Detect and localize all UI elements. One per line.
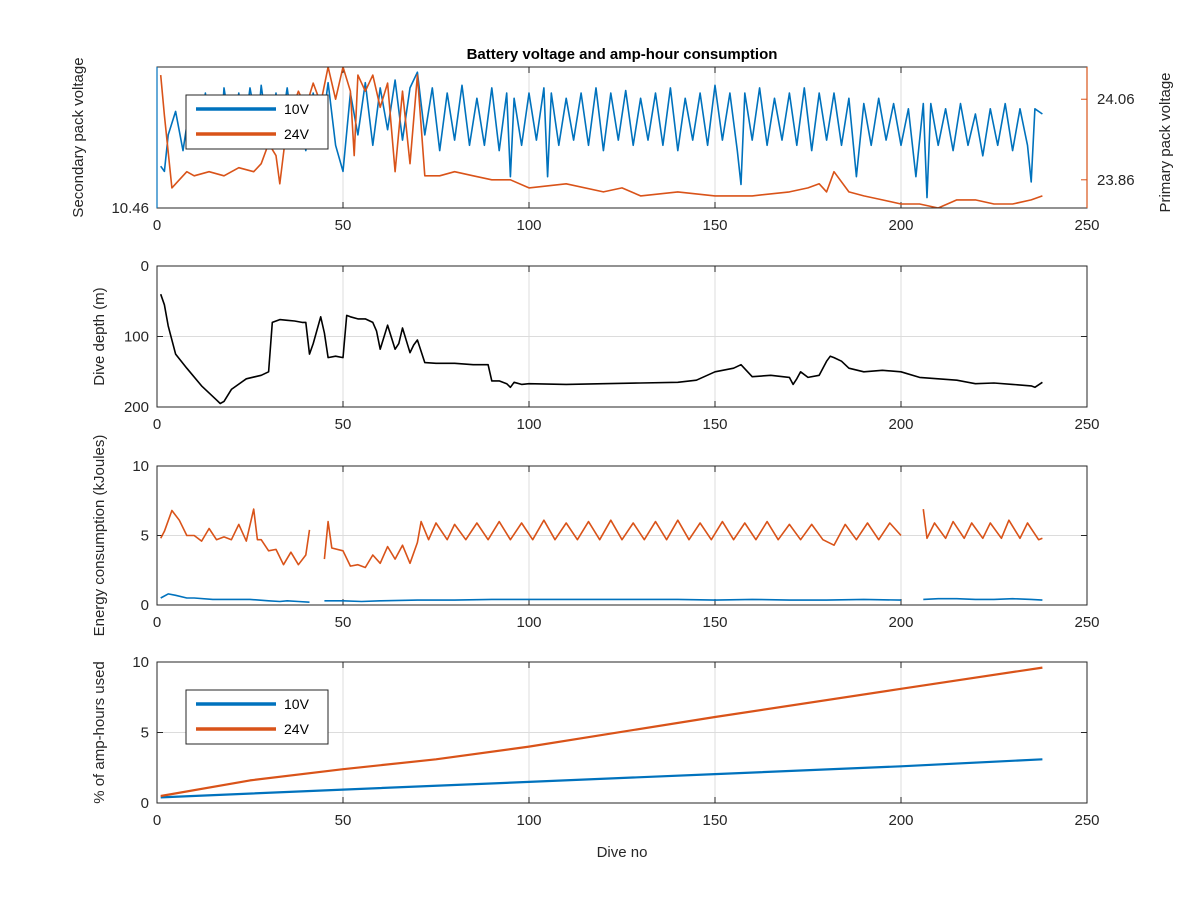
y-tick-label: 0 [141, 795, 149, 812]
y-axis-label: Dive depth (m) [91, 287, 108, 385]
x-tick-label: 0 [153, 416, 161, 433]
axes-frame [156, 661, 1088, 804]
x-tick-label: 200 [888, 812, 913, 829]
chart-title: Battery voltage and amp-hour consumption [467, 46, 778, 63]
x-tick-label: 50 [335, 217, 352, 234]
x-tick-label: 200 [888, 614, 913, 631]
legend-box [185, 689, 329, 745]
x-tick-label: 200 [888, 416, 913, 433]
legend-label: 24V [284, 126, 310, 142]
y-tick-label: 5 [141, 528, 149, 545]
x-tick-label: 50 [335, 812, 352, 829]
y-tick-label: 0 [141, 597, 149, 614]
x-tick-label: 100 [516, 416, 541, 433]
x-axis-label: Dive no [597, 844, 648, 861]
axes-frame [156, 465, 1088, 606]
x-tick-label: 250 [1074, 217, 1099, 234]
y-tick-label: 10 [132, 458, 149, 475]
series-line-10v [160, 758, 1043, 799]
legend-label: 10V [284, 101, 310, 117]
y-right-axis-label: Primary pack voltage [1157, 72, 1174, 212]
y-tick-label: 100 [124, 329, 149, 346]
series-line-24v [323, 519, 902, 569]
x-tick-label: 0 [153, 812, 161, 829]
y-tick-label: 0 [141, 258, 149, 275]
y-right-tick-label: 24.06 [1097, 91, 1135, 108]
x-tick-label: 200 [888, 217, 913, 234]
y-right-tick-label: 23.86 [1097, 172, 1135, 189]
legend-label: 24V [284, 721, 310, 737]
x-tick-label: 150 [702, 217, 727, 234]
series-line-10v [324, 598, 902, 603]
series-line-24v [159, 508, 311, 566]
x-tick-label: 0 [153, 614, 161, 631]
series-line-10v [160, 593, 310, 603]
series-line-depth [159, 293, 1043, 405]
y-axis-label: % of amp-hours used [91, 661, 108, 804]
x-tick-label: 50 [335, 614, 352, 631]
y-axis-label: Secondary pack voltage [70, 57, 87, 217]
legend-box [185, 94, 329, 150]
series-line-24v [922, 508, 1043, 541]
x-tick-label: 50 [335, 416, 352, 433]
x-tick-label: 150 [702, 416, 727, 433]
y-tick-label: 10.46 [111, 200, 149, 217]
series-line-24v [159, 67, 1043, 208]
y-tick-label: 200 [124, 399, 149, 416]
x-tick-label: 150 [702, 614, 727, 631]
x-tick-label: 100 [516, 812, 541, 829]
y-tick-label: 5 [141, 725, 149, 742]
x-tick-label: 150 [702, 812, 727, 829]
x-tick-label: 250 [1074, 614, 1099, 631]
x-tick-label: 100 [516, 217, 541, 234]
axes-frame [156, 265, 1088, 408]
x-tick-label: 250 [1074, 416, 1099, 433]
y-tick-label: 10 [132, 654, 149, 671]
x-tick-label: 250 [1074, 812, 1099, 829]
series-line-24v [160, 666, 1043, 798]
x-tick-label: 0 [153, 217, 161, 234]
series-line-10v [923, 597, 1043, 601]
y-axis-label: Energy consumption (kJoules) [91, 435, 108, 637]
legend-label: 10V [284, 696, 310, 712]
x-tick-label: 100 [516, 614, 541, 631]
